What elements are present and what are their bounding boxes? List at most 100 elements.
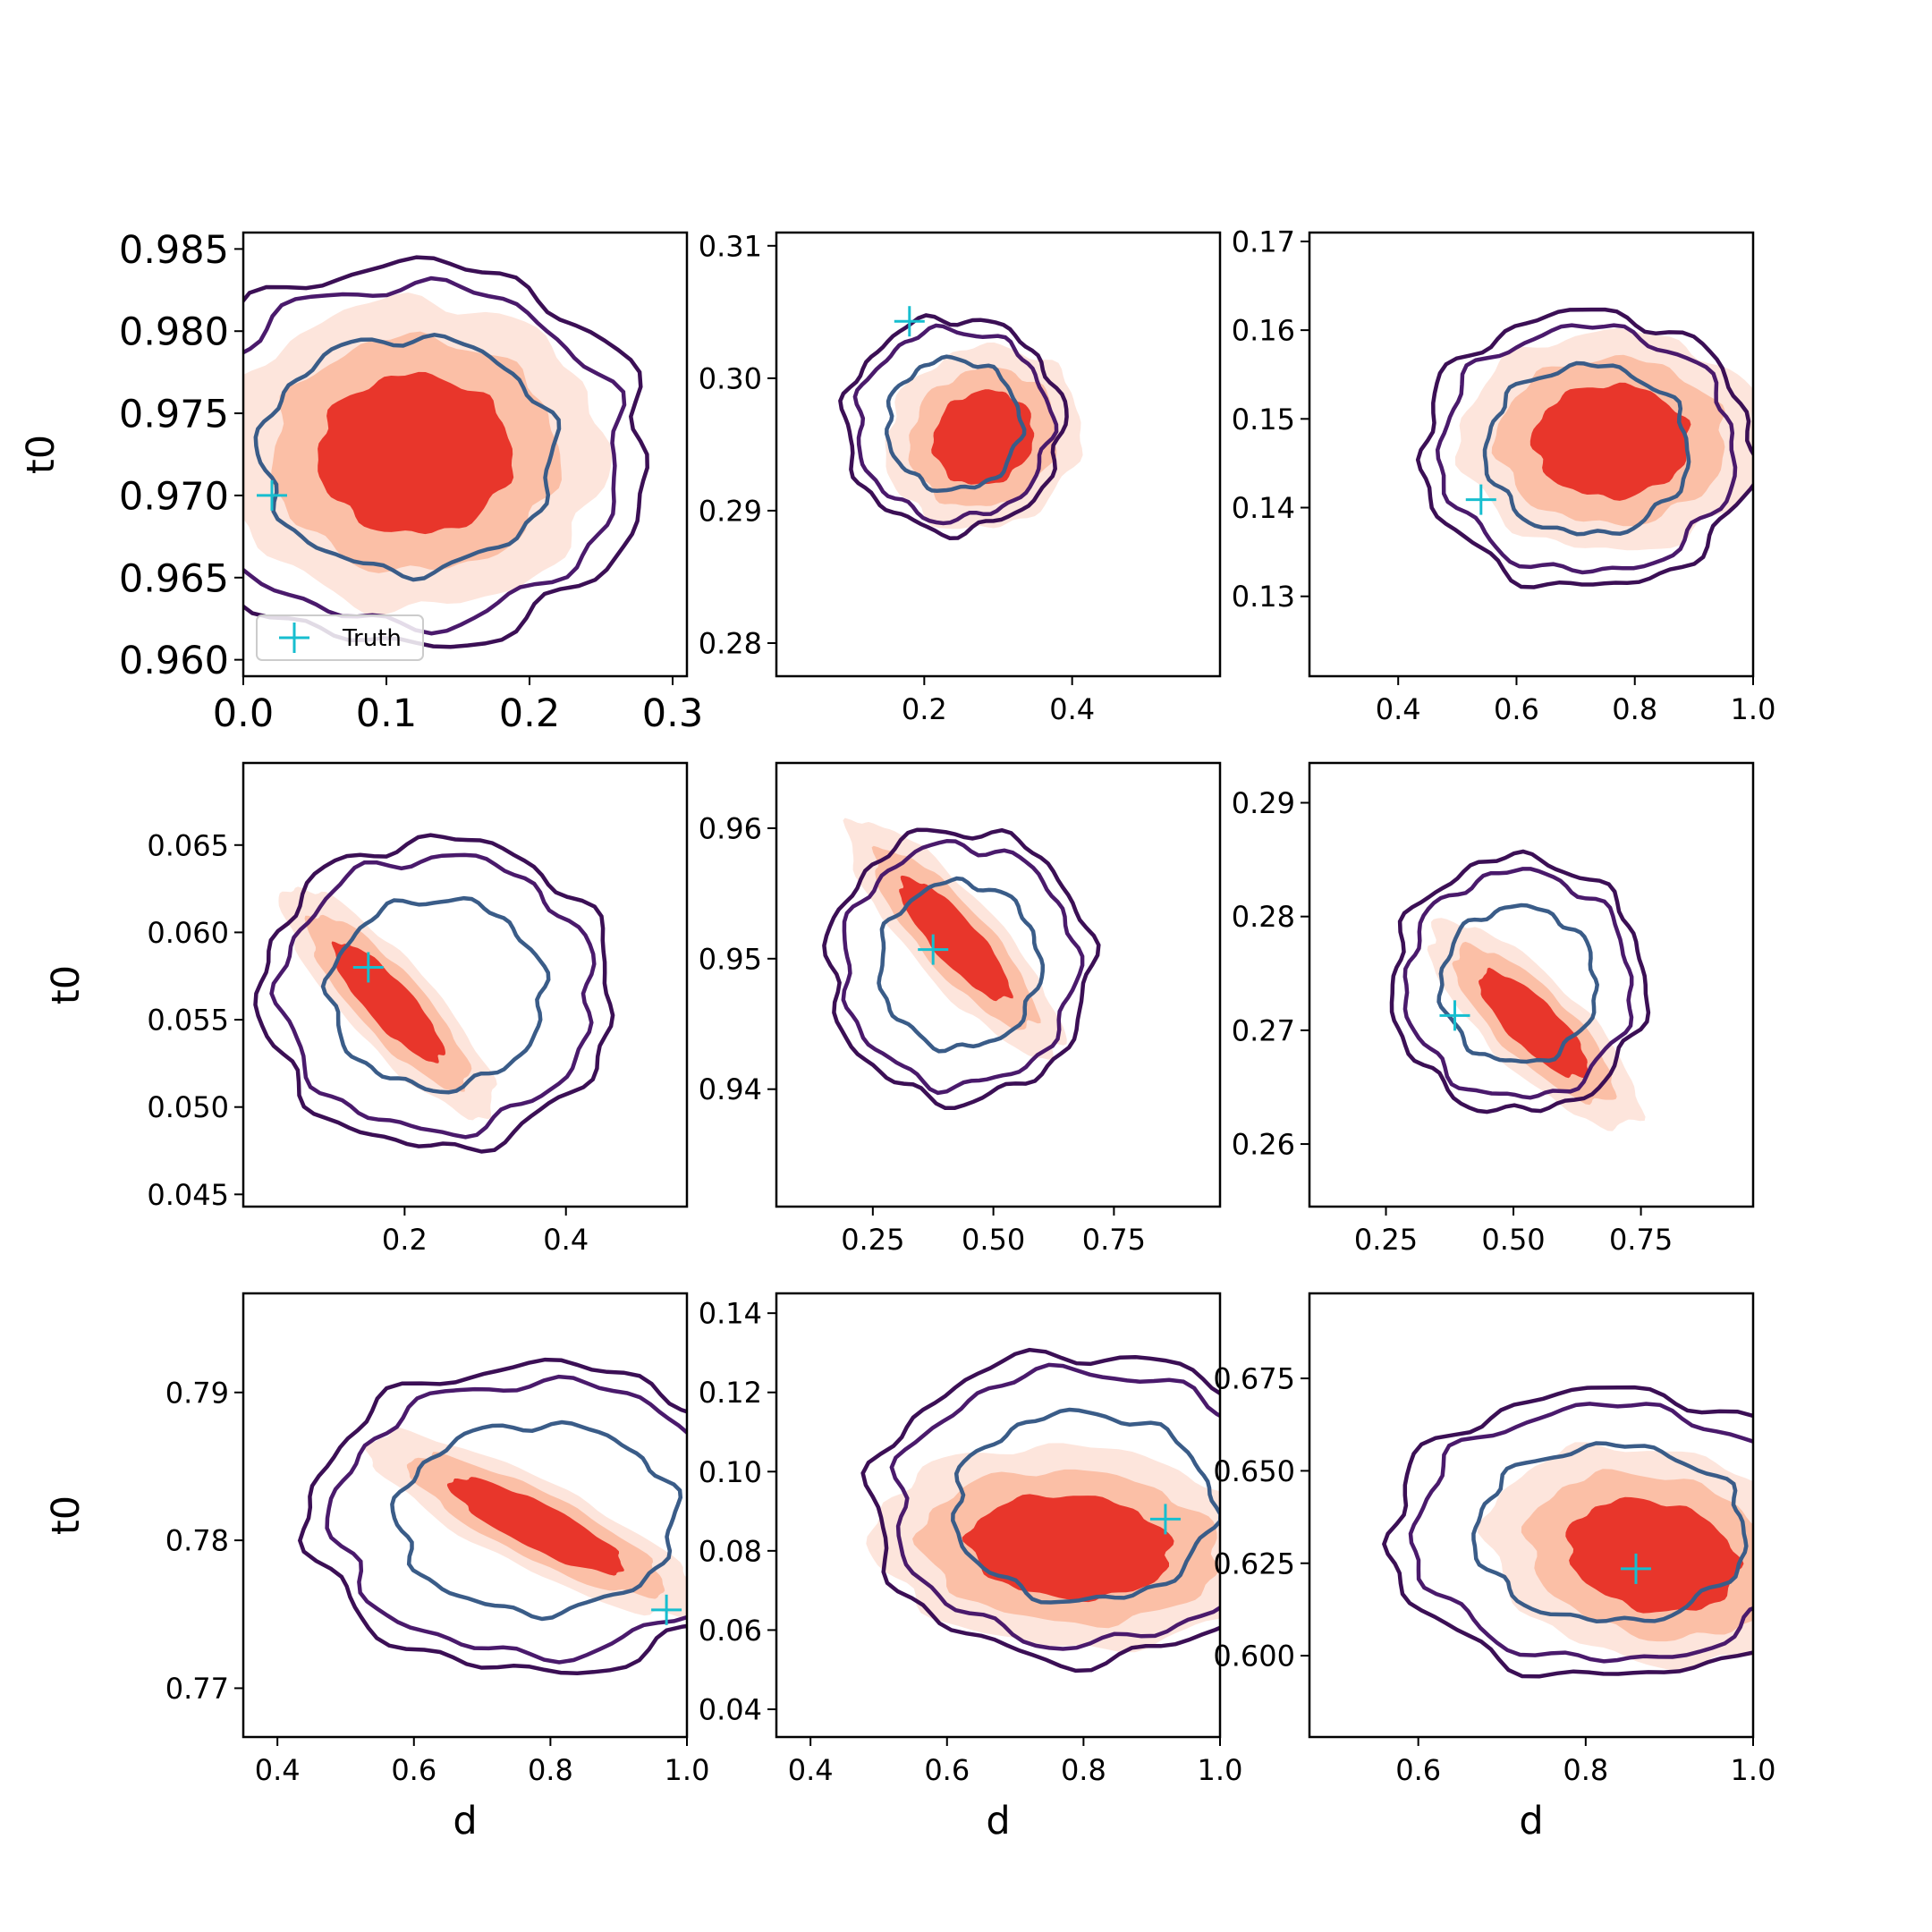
x-tick-label: 0.4 [543, 1223, 589, 1257]
y-tick-label: 0.980 [119, 310, 229, 355]
y-tick-label: 0.29 [699, 494, 762, 528]
x-tick-label: 0.8 [1612, 692, 1657, 726]
contour-line-outer [1381, 1385, 1753, 1679]
x-tick-label: 0.0 [213, 691, 274, 736]
y-axis-label: t0 [44, 965, 89, 1004]
contour-line-inner [951, 1407, 1220, 1605]
contour-line-mid [889, 1362, 1220, 1651]
axes-frame [242, 1292, 689, 1739]
density-fill-inner [899, 875, 1013, 1002]
x-tick-label: 1.0 [1731, 1753, 1776, 1787]
y-tick-label: 0.96 [699, 811, 762, 845]
y-tick-label: 0.13 [1232, 580, 1295, 614]
y-axis-label: t0 [44, 1496, 89, 1535]
y-tick-label: 0.985 [119, 228, 229, 273]
contour-line-inner [253, 333, 562, 582]
subplot-4: 0.2 0.4 0.045 0.050 0.055 0.060 0.065 t0 [44, 761, 689, 1257]
plot-area [297, 1357, 687, 1675]
x-axis-label: d [1519, 1799, 1543, 1843]
x-tick-label: 0.3 [642, 691, 703, 736]
contour-line-outer [297, 1357, 687, 1675]
contour-line-mid [1408, 1402, 1753, 1664]
contour-line-mid [1402, 867, 1634, 1100]
x-tick-label: 0.50 [962, 1223, 1025, 1257]
contour-line-outer [1389, 849, 1651, 1114]
y-tick-label: 0.30 [699, 361, 762, 395]
truth-marker [894, 306, 925, 337]
legend-label: Truth [342, 625, 402, 652]
axes-frame [1308, 1292, 1755, 1739]
y-tick-label: 0.77 [165, 1672, 229, 1706]
y-tick-label: 0.060 [147, 916, 229, 950]
subplot-1: 0.0 0.1 0.2 0.3 0.960 0.965 0.970 0.975 0.980 0.9… [19, 228, 703, 736]
y-tick-label: 0.95 [699, 942, 762, 976]
y-tick-label: 0.10 [699, 1455, 762, 1489]
truth-marker [1149, 1504, 1181, 1535]
contour-line-mid [841, 838, 1085, 1096]
contour-line-inner [885, 354, 1027, 494]
x-tick-label: 0.6 [391, 1753, 436, 1787]
subplot-7: 0.4 0.6 0.8 1.0 0.77 0.78 0.79 d t0 [44, 1292, 709, 1843]
plot-area [1381, 1385, 1753, 1679]
x-tick-label: 0.25 [841, 1223, 904, 1257]
y-axis-label: t0 [19, 435, 64, 474]
x-tick-label: 1.0 [1731, 692, 1776, 726]
x-tick-label: 0.6 [924, 1753, 970, 1787]
y-tick-label: 0.650 [1213, 1454, 1295, 1488]
contour-line-outer [1415, 307, 1753, 589]
x-tick-label: 0.4 [255, 1753, 301, 1787]
contour-line-inner [877, 876, 1046, 1054]
plot-area [253, 833, 615, 1154]
x-tick-label: 0.25 [1354, 1223, 1418, 1257]
x-tick-label: 0.4 [788, 1753, 834, 1787]
axes-frame [1308, 761, 1755, 1208]
y-tick-label: 0.08 [699, 1534, 762, 1568]
y-tick-label: 0.78 [165, 1524, 229, 1558]
x-axis-label: d [986, 1799, 1010, 1843]
plot-area [860, 1347, 1220, 1674]
x-tick-label: 0.8 [1563, 1753, 1608, 1787]
x-tick-label: 0.75 [1609, 1223, 1673, 1257]
contour-line-mid [269, 852, 597, 1140]
y-tick-label: 0.31 [699, 229, 762, 263]
axes-frame [775, 231, 1222, 678]
y-tick-label: 0.15 [1232, 402, 1295, 436]
contour-line-inner [1436, 902, 1600, 1064]
contour-line-inner [390, 1419, 683, 1622]
y-tick-label: 0.625 [1213, 1546, 1295, 1580]
y-tick-label: 0.04 [699, 1693, 762, 1727]
plot-area [822, 818, 1101, 1111]
x-tick-label: 0.2 [902, 692, 947, 726]
y-tick-label: 0.065 [147, 828, 229, 862]
x-tick-label: 1.0 [1198, 1753, 1243, 1787]
y-tick-label: 0.26 [1232, 1128, 1295, 1162]
subplot-8: 0.4 0.6 0.8 1.0 0.04 0.06 0.08 0.10 0.12 0.14 d [699, 1292, 1243, 1843]
x-tick-label: 0.4 [1049, 692, 1095, 726]
density-fill-inner [446, 1477, 624, 1576]
legend: Truth [256, 614, 424, 661]
y-tick-label: 0.975 [119, 393, 229, 437]
y-tick-label: 0.970 [119, 474, 229, 519]
x-tick-label: 0.6 [1395, 1753, 1441, 1787]
x-tick-label: 0.1 [356, 691, 417, 736]
x-tick-label: 0.6 [1494, 692, 1539, 726]
truth-marker [257, 479, 287, 511]
plot-area [1415, 307, 1753, 589]
y-tick-label: 0.14 [699, 1297, 762, 1331]
y-tick-label: 0.960 [119, 639, 229, 683]
x-tick-label: 0.2 [499, 691, 560, 736]
axes-frame [775, 1292, 1222, 1739]
y-tick-label: 0.79 [165, 1376, 229, 1410]
contour-line-outer [838, 313, 1069, 540]
x-tick-label: 0.75 [1082, 1223, 1146, 1257]
y-tick-label: 0.675 [1213, 1362, 1295, 1396]
subplot-3: 0.4 0.6 0.8 1.0 0.13 0.14 0.15 0.16 0.17 [1232, 225, 1776, 726]
contour-line-outer [253, 833, 615, 1154]
contour-line-outer [860, 1347, 1220, 1674]
x-tick-label: 0.8 [528, 1753, 573, 1787]
density-fill-inner [318, 371, 514, 535]
truth-marker [1465, 484, 1496, 515]
y-tick-label: 0.29 [1232, 786, 1295, 820]
truth-marker [1620, 1553, 1651, 1584]
y-tick-label: 0.12 [699, 1376, 762, 1410]
